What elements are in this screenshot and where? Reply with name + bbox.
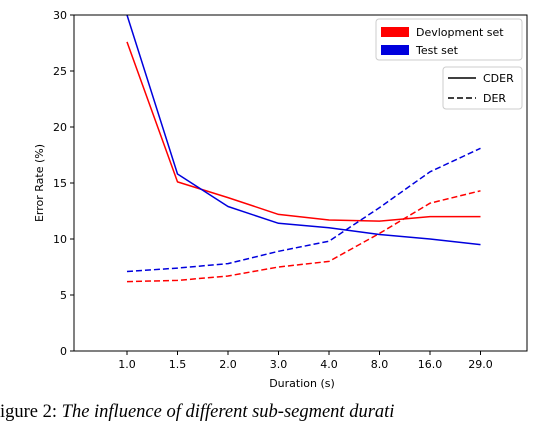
x-tick-label-1-5: 1.5 xyxy=(169,358,187,371)
caption-text: The influence of different sub-segment d… xyxy=(61,402,395,422)
y-axis-title: Error Rate (%) xyxy=(33,144,46,222)
legend-sets: Devlopment set Test set xyxy=(375,18,523,61)
y-tick-label-15: 15 xyxy=(53,177,67,190)
legend-metrics: CDER DER xyxy=(442,66,523,110)
legend-swatch-test-set xyxy=(381,45,409,55)
x-tick-label-3-0: 3.0 xyxy=(270,358,288,371)
x-tick-label-1-0: 1.0 xyxy=(118,358,136,371)
series-line-devlopment-set-der xyxy=(126,190,481,283)
plot-frame xyxy=(73,14,528,352)
y-tick-label-25: 25 xyxy=(53,65,67,78)
legend-label-der: DER xyxy=(483,92,506,105)
legend-swatch-devlopment-set xyxy=(381,27,409,37)
x-axis-title: Duration (s) xyxy=(269,377,335,390)
caption-label: igure 2: xyxy=(0,402,58,422)
legend-label-cder: CDER xyxy=(483,72,514,85)
y-axis: 0 5 10 15 20 25 30 xyxy=(53,9,74,358)
series-line-test-set-cder xyxy=(126,14,481,246)
y-tick-label-30: 30 xyxy=(53,9,67,22)
series-line-devlopment-set-cder xyxy=(126,41,481,222)
y-tick-label-0: 0 xyxy=(60,345,67,358)
y-tick-label-20: 20 xyxy=(53,121,67,134)
figure-caption: igure 2: The influence of different sub-… xyxy=(0,402,554,423)
x-tick-label-2-0: 2.0 xyxy=(219,358,237,371)
legend-sets-box xyxy=(375,18,523,61)
x-tick-label-8-0: 8.0 xyxy=(371,358,389,371)
legend-label-test-set: Test set xyxy=(415,44,459,57)
x-tick-label-29-0: 29.0 xyxy=(468,358,493,371)
x-tick-label-4-0: 4.0 xyxy=(320,358,338,371)
y-tick-label-5: 5 xyxy=(60,289,67,302)
x-tick-label-16-0: 16.0 xyxy=(418,358,443,371)
series-line-test-set-der xyxy=(126,147,481,273)
legend-label-devlopment-set: Devlopment set xyxy=(416,26,504,39)
y-tick-label-10: 10 xyxy=(53,233,67,246)
plot-lines xyxy=(126,14,481,283)
x-axis: 1.0 1.5 2.0 3.0 4.0 8.0 16.0 29.0 xyxy=(118,351,493,371)
